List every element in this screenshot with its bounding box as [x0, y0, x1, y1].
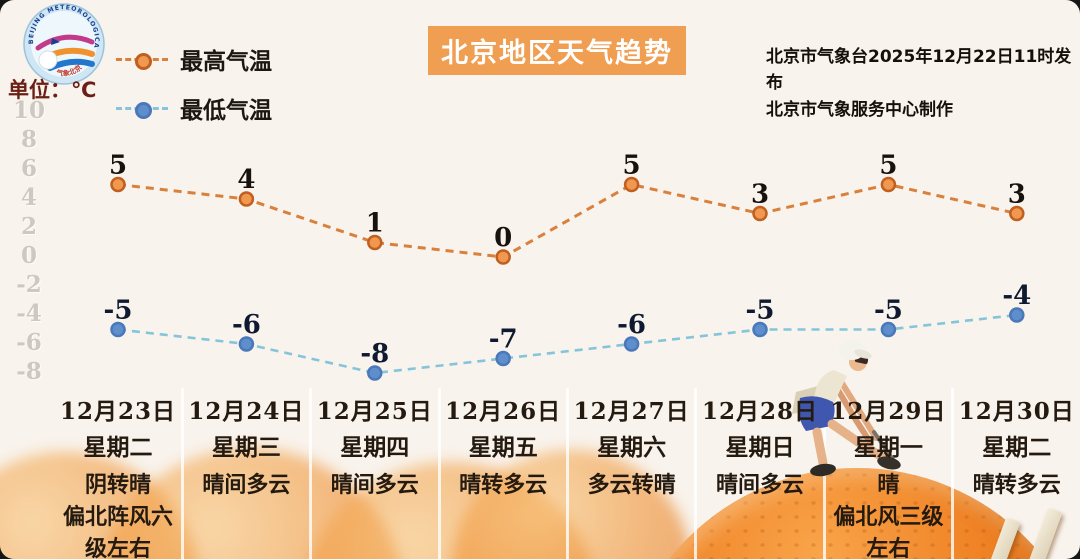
min-temp-marker [110, 321, 126, 338]
y-axis-tick: -2 [16, 271, 42, 298]
y-axis-tick: -8 [16, 358, 42, 385]
date-label: 12月27日 [573, 398, 690, 425]
weekday-label: 星期二 [982, 435, 1052, 461]
max-temp-value-label: 4 [237, 165, 255, 195]
column-separator [951, 388, 955, 559]
column-separator [437, 388, 441, 559]
y-axis-tick: 0 [20, 242, 37, 269]
max-temp-marker [752, 205, 768, 222]
min-temp-value-label: -5 [104, 296, 133, 326]
y-axis-tick: 6 [20, 155, 37, 182]
y-axis-tick: -6 [16, 329, 42, 356]
column-separator [565, 388, 569, 559]
min-temp-marker [752, 321, 768, 338]
y-axis-tick: 8 [20, 126, 37, 153]
min-temp-marker [238, 336, 255, 352]
logo-radar-dome-icon [38, 50, 58, 70]
max-temp-value-label: 5 [623, 151, 641, 181]
page-title: 北京地区天气趋势 [428, 26, 686, 75]
max-temp-value-label: 3 [751, 180, 769, 210]
min-temp-value-label: -8 [360, 339, 389, 369]
min-temp-marker [495, 350, 511, 367]
legend-label-min-temp: 最低气温 [180, 98, 272, 124]
person-figurine [792, 340, 901, 477]
max-temp-marker [110, 176, 126, 193]
min-temp-value-label: -5 [746, 296, 775, 326]
person-arm-icon [837, 377, 879, 441]
date-label: 12月26日 [445, 398, 562, 425]
date-label: 12月25日 [316, 398, 433, 425]
person-leg-icon [812, 427, 828, 468]
max-temp-marker [367, 234, 383, 251]
y-axis-tick: 4 [20, 184, 37, 211]
issuer-info: 北京市气象台2025年12月22日11时发布 北京市气象服务中心制作 [766, 44, 1080, 123]
column-separator [694, 388, 698, 559]
min-temp-marker [623, 336, 640, 352]
max-temp-marker [623, 176, 640, 193]
max-temp-line [117, 182, 1018, 259]
min-temp-value-label: -4 [1002, 281, 1031, 311]
max-temp-value-label: 3 [1008, 180, 1026, 210]
max-temp-marker [1009, 205, 1025, 222]
min-temp-value-label: -6 [617, 310, 646, 340]
issuer-line-1: 北京市气象台2025年12月22日11时发布 [766, 47, 1072, 94]
max-temp-legend-line-icon [116, 52, 168, 70]
min-temp-marker [1009, 307, 1025, 323]
y-axis-tick: 2 [20, 213, 37, 240]
max-temp-marker [238, 191, 255, 207]
date-label: 12月24日 [188, 398, 305, 425]
max-temp-value-label: 1 [366, 209, 384, 239]
weekday-label: 星期四 [340, 435, 410, 461]
legend-item-max-temp: 最高气温 [116, 42, 272, 76]
logo-magenta-swoosh-icon [35, 34, 95, 51]
max-temp-value-label: 5 [109, 151, 127, 181]
legend-label-max-temp: 最高气温 [180, 49, 272, 75]
max-temp-legend-marker-icon [135, 52, 152, 70]
legend: 最高气温 最低气温 [116, 42, 272, 125]
legend-item-min-temp: 最低气温 [116, 91, 272, 125]
logo-bird-icon [51, 38, 60, 45]
min-temp-value-label: -6 [232, 310, 261, 340]
y-axis-tick: -4 [16, 300, 42, 327]
max-temp-marker [880, 176, 897, 193]
min-temp-value-label: -5 [874, 296, 903, 326]
y-axis-tick: 10 [12, 97, 45, 124]
unit-label: 单位：℃ [8, 78, 97, 102]
min-temp-legend-line-icon [116, 101, 168, 119]
date-label: 12月30日 [958, 398, 1075, 425]
max-temp-marker [495, 249, 511, 265]
forecast-column: 12月30日 星期二 晴转多云 [952, 392, 1080, 502]
y-axis: 10 8 6 4 2 0 -2 -4 -6 -8 [6, 0, 52, 559]
column-separator [180, 388, 184, 559]
min-temp-legend-marker-icon [135, 101, 152, 119]
min-temp-marker [367, 365, 383, 381]
date-label: 12月23日 [59, 398, 176, 425]
meteorological-service-logo-icon: BEIJING METEOROLOGICAL SERVICE 气象北京 [22, 2, 105, 85]
column-separator [309, 388, 313, 559]
max-temp-value-label: 0 [494, 223, 512, 253]
min-temp-value-label: -7 [489, 325, 518, 355]
issuer-line-2: 北京市气象服务中心制作 [766, 99, 953, 120]
max-temp-value-label: 5 [879, 151, 897, 181]
